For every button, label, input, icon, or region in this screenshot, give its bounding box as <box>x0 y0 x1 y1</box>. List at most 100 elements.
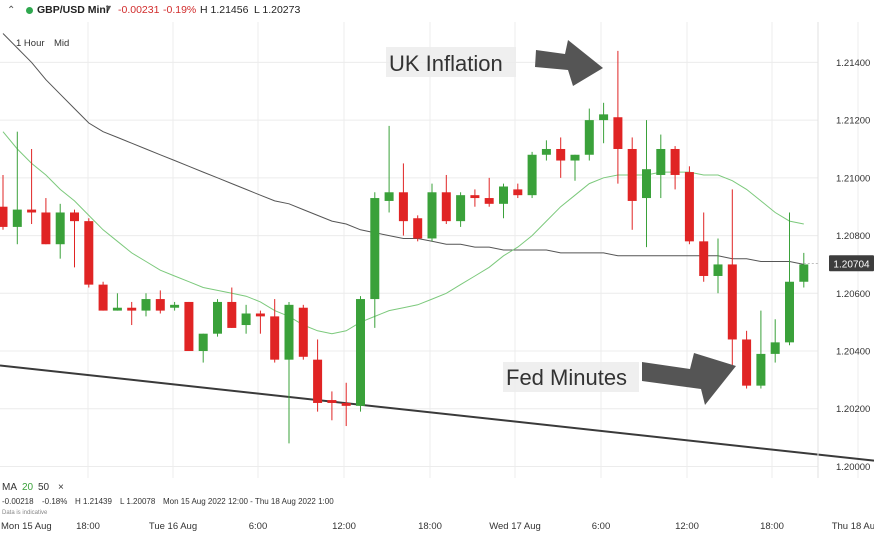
chart-grid <box>0 22 859 478</box>
candle-body <box>0 206 8 227</box>
candle-body <box>656 148 666 175</box>
candle-body <box>727 264 737 340</box>
candle-body <box>627 148 637 201</box>
x-tick-label: 6:00 <box>249 521 268 532</box>
candle <box>370 192 380 328</box>
candle <box>670 146 680 190</box>
candle <box>584 108 594 161</box>
y-tick-label: 1.20000 <box>836 462 870 473</box>
timeframe-selector[interactable]: 1 Hour <box>16 38 45 49</box>
candle <box>284 301 294 444</box>
candle-body <box>141 299 151 311</box>
candle-body <box>112 307 122 311</box>
indicator-change-pct: -0.18% <box>42 497 68 506</box>
candle-body <box>670 148 680 175</box>
candle <box>298 304 308 360</box>
candle <box>141 293 151 317</box>
uk-inflation-label-bg <box>386 47 516 77</box>
fed-minutes-label-bg <box>503 362 639 392</box>
candle-body <box>413 218 423 239</box>
candle <box>127 301 137 326</box>
candle-body <box>327 400 337 403</box>
chevron-up-icon[interactable]: ⌃ <box>7 5 16 16</box>
candle <box>170 301 180 311</box>
candle-body <box>556 148 566 161</box>
candle-body <box>441 192 451 222</box>
candle-body <box>513 189 523 196</box>
candle <box>484 177 494 207</box>
y-tick-label: 1.20800 <box>836 231 870 242</box>
candle <box>327 391 337 421</box>
indicator-low: L 1.20078 <box>120 497 156 506</box>
candle-body <box>742 339 752 386</box>
candle-body <box>270 316 280 360</box>
ma50-group <box>2 33 804 265</box>
candle <box>541 140 551 161</box>
candle <box>313 339 323 412</box>
candle <box>642 120 651 248</box>
candle <box>513 183 523 199</box>
y-tick-label: 1.21200 <box>836 116 870 127</box>
indicator-period-50[interactable]: 50 <box>38 482 50 493</box>
indicator-name[interactable]: MA <box>2 482 17 493</box>
candle-body <box>384 192 394 201</box>
candle <box>384 125 394 213</box>
candle <box>527 151 537 199</box>
last-price-badge-group: 1.20704 <box>803 255 874 272</box>
arrow-icon-uk-inflation <box>535 40 603 86</box>
candle-body <box>284 304 294 360</box>
candle <box>742 330 752 389</box>
x-tick-label: 18:00 <box>418 521 442 532</box>
chevron-down-icon[interactable]: ▼ <box>104 3 113 13</box>
candle-body <box>456 195 466 222</box>
candle-body <box>599 114 609 121</box>
y-tick-label: 1.21000 <box>836 173 870 184</box>
chart-header: ⌃ GBP/USD Mini ▼ -0.00231 -0.19% H 1.214… <box>0 0 874 22</box>
x-tick-label: Tue 16 Aug <box>149 521 197 532</box>
indicator-close-icon[interactable]: × <box>58 482 64 493</box>
candle-body <box>684 172 694 242</box>
candle-body <box>527 154 537 196</box>
indicator-change: -0.00218 <box>2 497 34 506</box>
candle-body <box>756 353 766 386</box>
candle-body <box>27 209 37 213</box>
y-axis: 1.21400 1.21200 1.21000 1.20800 1.20600 1.204… <box>817 22 870 478</box>
candle-body <box>770 342 780 354</box>
candle-body <box>98 284 108 311</box>
ma20-group <box>2 131 804 335</box>
market-open-indicator <box>26 7 33 14</box>
candle <box>413 215 423 242</box>
trendline-group <box>0 364 874 462</box>
candle-body <box>584 120 594 155</box>
instrument-name[interactable]: GBP/USD Mini <box>37 4 109 16</box>
indicator-period-20[interactable]: 20 <box>22 482 34 493</box>
candle <box>556 137 566 178</box>
candle <box>599 102 609 144</box>
candle <box>270 299 280 363</box>
price-type-selector[interactable]: Mid <box>54 38 70 49</box>
candle-body <box>570 154 580 161</box>
candle <box>699 212 709 282</box>
candle-body <box>55 212 65 245</box>
ma50-line <box>2 33 804 265</box>
candle-body <box>227 301 237 328</box>
x-axis: Mon 15 Aug 18:00 Tue 16 Aug 6:00 12:00 18:00 W… <box>1 521 874 532</box>
indicator-range: Mon 15 Aug 2022 12:00 - Thu 18 Aug 2022 … <box>163 497 334 506</box>
candle <box>341 382 351 427</box>
x-tick-label: 18:00 <box>76 521 100 532</box>
candle-body <box>427 192 437 239</box>
candle <box>55 203 65 259</box>
trendline <box>0 364 874 462</box>
candle <box>799 252 809 288</box>
last-price-badge <box>829 255 874 272</box>
price-change: -0.00231 <box>118 4 160 16</box>
candle-body <box>70 212 79 222</box>
candle <box>213 299 222 337</box>
candle <box>398 163 408 236</box>
candle <box>70 209 79 268</box>
candle <box>41 198 51 245</box>
candle-body <box>356 299 365 406</box>
candle <box>112 293 122 311</box>
candle <box>713 238 723 294</box>
